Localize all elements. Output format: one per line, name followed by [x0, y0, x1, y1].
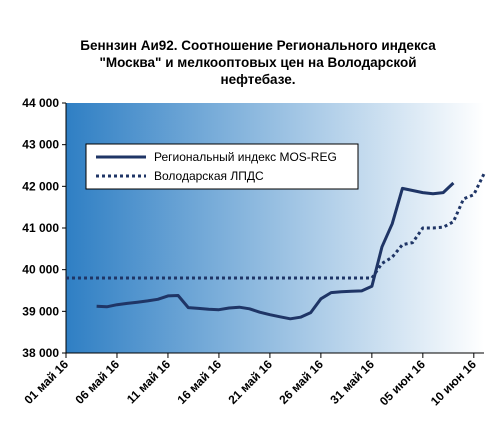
chart-title-line-1: Беннзин Аи92. Соотношение Регионального … [80, 38, 436, 53]
y-axis: 38 000 39 000 40 000 41 000 42 000 43 000 44 0… [22, 96, 67, 360]
x-tick-label: 01 май 16 [22, 357, 72, 407]
x-tick-label: 06 май 16 [73, 357, 123, 407]
y-tick-label: 42 000 [22, 179, 59, 193]
y-tick-label: 41 000 [22, 221, 59, 235]
x-tick-label: 11 май 16 [124, 357, 173, 406]
legend-label-regional-index: Региональный индекс MOS-REG [154, 150, 337, 164]
x-tick-label: 16 май 16 [174, 357, 224, 407]
x-tick-label: 31 май 16 [327, 357, 377, 407]
y-tick-label: 38 000 [22, 346, 59, 360]
x-tick-label: 21 май 16 [225, 357, 275, 407]
chart-title-line-3: нефтебазе. [220, 72, 295, 87]
y-tick-label: 44 000 [22, 96, 59, 110]
legend: Региональный индекс MOS-REG Володарская … [85, 143, 359, 190]
y-tick-label: 40 000 [22, 263, 59, 277]
legend-label-volodarskaya: Володарская ЛПДС [154, 169, 264, 183]
series-line-regional-index [96, 181, 455, 321]
x-tick-label: 10 июн 16 [428, 357, 479, 408]
y-tick-label: 43 000 [22, 138, 59, 152]
chart-title-line-2: "Москва" и мелкооптовых цен на Володарск… [99, 55, 416, 70]
series-line-volodarskaya [66, 173, 486, 280]
x-tick-label: 26 май 16 [276, 357, 326, 407]
y-tick-label: 39 000 [22, 304, 59, 318]
series-layer [66, 173, 486, 321]
x-axis: 01 май 16 06 май 16 11 май 16 16 май 16 21 м… [22, 352, 484, 408]
x-tick-label: 05 июн 16 [377, 357, 428, 408]
legend-box [85, 143, 359, 190]
